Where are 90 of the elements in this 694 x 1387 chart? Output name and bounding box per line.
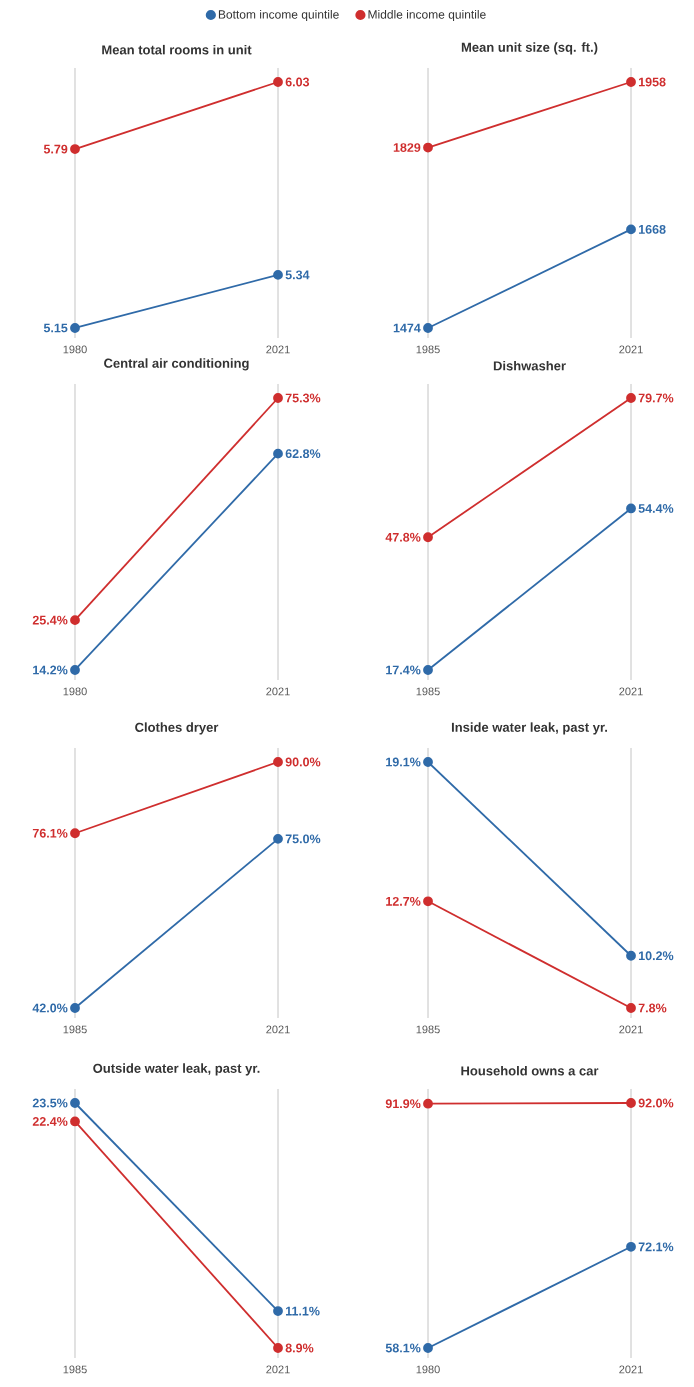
- point: [423, 323, 433, 333]
- data-label: 1958: [638, 77, 666, 87]
- data-label: 14.2%: [33, 665, 68, 675]
- point: [626, 1098, 636, 1108]
- data-label: 47.8%: [385, 532, 421, 542]
- data-label: 19.1%: [386, 757, 421, 767]
- data-label: 42.0%: [32, 1003, 68, 1013]
- x-tick-label: 2021: [619, 1025, 643, 1034]
- data-label: 54.4%: [638, 504, 674, 513]
- chart-title: Dishwasher: [493, 360, 566, 371]
- data-label: 11.1%: [285, 1306, 320, 1316]
- data-label: 91.9%: [385, 1099, 421, 1109]
- x-tick-label: 1980: [416, 1365, 440, 1374]
- point: [273, 448, 283, 459]
- point: [273, 269, 283, 280]
- data-label: 1668: [638, 224, 666, 234]
- data-label: 17.4%: [386, 665, 421, 675]
- point: [423, 1343, 433, 1353]
- x-tick-label: 1985: [63, 1365, 87, 1374]
- chart-title: Mean unit size (sq. ft.): [461, 42, 598, 55]
- x-tick-label: 2021: [266, 687, 290, 696]
- x-tick-label: 2021: [266, 1365, 290, 1374]
- data-label: 58.1%: [385, 1343, 421, 1353]
- data-label: 76.1%: [32, 828, 68, 838]
- x-tick-label: 2021: [619, 1365, 643, 1374]
- data-label: 7.8%: [638, 1003, 667, 1013]
- x-tick-label: 1980: [63, 687, 87, 696]
- point: [70, 144, 80, 154]
- point: [273, 1343, 283, 1353]
- x-tick-label: 1985: [63, 1025, 87, 1034]
- data-label: 23.5%: [32, 1098, 68, 1108]
- x-tick-label: 1985: [416, 687, 440, 696]
- data-label: 6.03: [285, 77, 310, 87]
- data-label: 5.34: [285, 270, 310, 280]
- point: [70, 1116, 80, 1127]
- point: [626, 950, 636, 961]
- x-tick-label: 2021: [266, 1025, 290, 1034]
- x-tick-label: 1985: [416, 345, 440, 354]
- chart-title: Clothes dryer: [135, 722, 219, 735]
- point: [70, 1003, 80, 1013]
- data-label: 62.8%: [285, 449, 321, 459]
- data-label: 79.7%: [638, 393, 674, 403]
- chart-title: Household owns a car: [461, 1065, 599, 1076]
- chart-title: Inside water leak, past yr.: [451, 722, 608, 735]
- point: [626, 77, 636, 87]
- x-tick-label: 1985: [416, 1025, 440, 1034]
- point: [273, 393, 283, 403]
- data-label: 75.0%: [285, 834, 321, 844]
- x-tick-label: 2021: [619, 345, 643, 354]
- legend-label: Bottom income quintile: [218, 9, 339, 22]
- point: [423, 532, 433, 543]
- data-label: 5.15: [43, 323, 68, 333]
- data-label: 92.0%: [638, 1098, 674, 1108]
- chart-title: Mean total rooms in unit: [102, 44, 252, 55]
- point: [70, 1098, 80, 1108]
- point: [423, 142, 433, 153]
- data-label: 90.0%: [285, 757, 321, 767]
- data-label: 8.9%: [285, 1343, 314, 1353]
- chart-title: Outside water leak, past yr.: [93, 1063, 260, 1076]
- legend-label: Middle income quintile: [368, 9, 486, 22]
- data-label: 10.2%: [638, 951, 674, 961]
- data-label: 1829: [393, 143, 421, 152]
- point: [70, 665, 80, 675]
- point: [626, 393, 636, 403]
- point: [423, 665, 433, 675]
- point: [273, 77, 283, 87]
- point: [423, 1098, 433, 1109]
- x-tick-label: 2021: [266, 345, 290, 354]
- point: [626, 1241, 636, 1252]
- point: [626, 224, 636, 235]
- point: [70, 828, 80, 839]
- data-label: 75.3%: [285, 393, 321, 403]
- point: [423, 757, 433, 767]
- point: [70, 323, 80, 333]
- data-label: 72.1%: [638, 1242, 674, 1252]
- point: [273, 833, 283, 844]
- point: [423, 896, 433, 907]
- point: [273, 757, 283, 767]
- data-label: 1474: [393, 323, 421, 333]
- data-label: 22.4%: [32, 1117, 68, 1126]
- data-label: 12.7%: [386, 896, 421, 906]
- x-tick-label: 2021: [619, 687, 643, 696]
- point: [70, 615, 80, 626]
- data-label: 25.4%: [32, 615, 68, 625]
- x-tick-label: 1980: [63, 345, 87, 354]
- point: [273, 1306, 283, 1316]
- point: [626, 503, 636, 514]
- data-label: 5.79: [43, 144, 68, 154]
- point: [626, 1003, 636, 1013]
- chart-title: Central air conditioning: [104, 358, 249, 371]
